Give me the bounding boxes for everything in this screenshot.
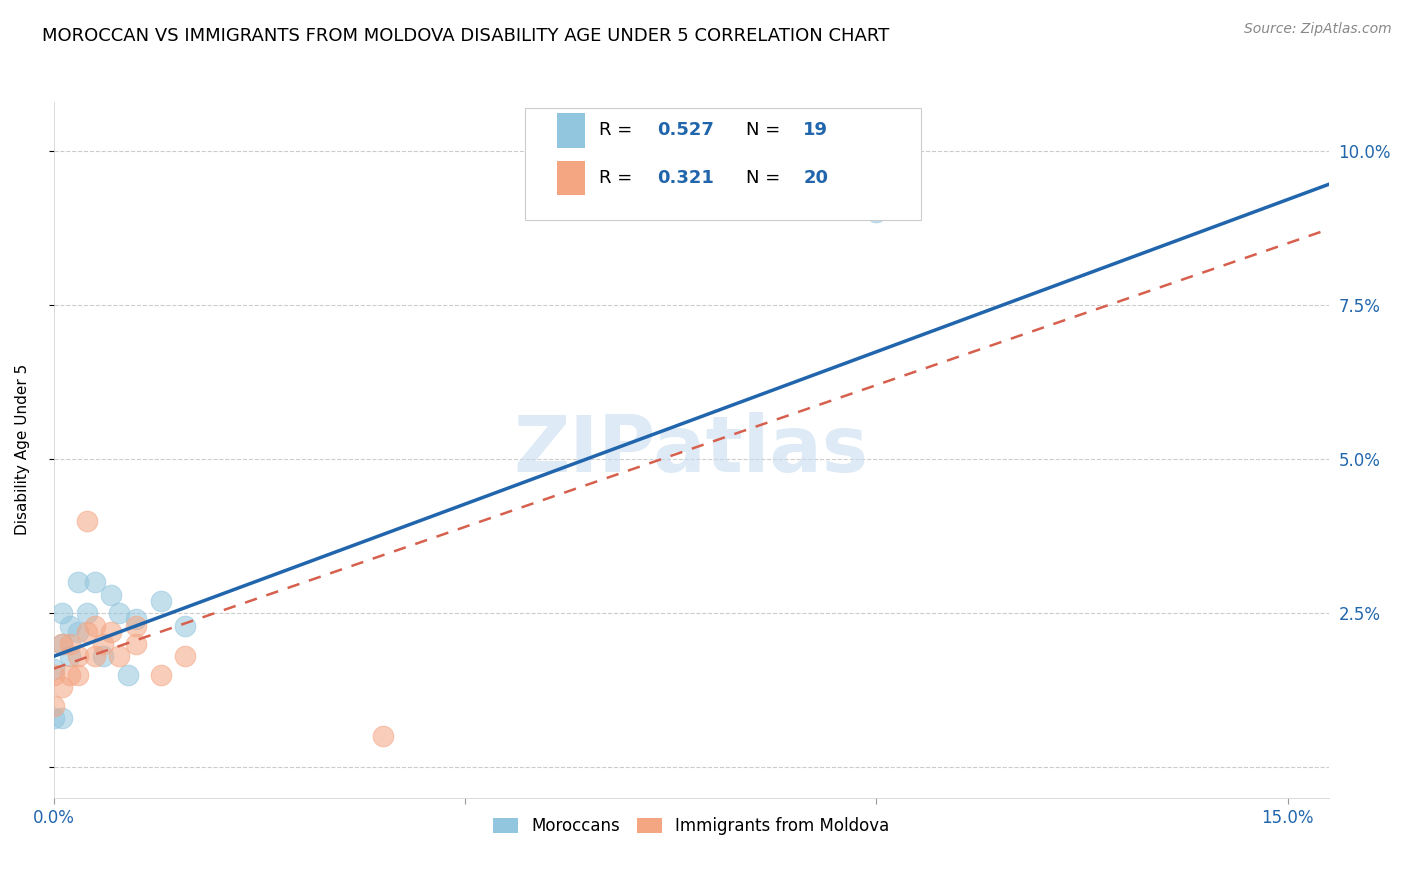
- FancyBboxPatch shape: [557, 112, 585, 148]
- Text: Source: ZipAtlas.com: Source: ZipAtlas.com: [1244, 22, 1392, 37]
- Point: [67, 575, 90, 590]
- Point: [91, 637, 114, 651]
- Point: [51, 606, 73, 620]
- Point: [108, 606, 131, 620]
- Text: R =: R =: [599, 121, 633, 139]
- Point: [59, 637, 82, 651]
- Point: [83, 649, 105, 664]
- Point: [59, 649, 82, 664]
- FancyBboxPatch shape: [557, 161, 585, 195]
- Point: [371, 730, 394, 744]
- Point: [67, 624, 90, 639]
- Point: [51, 637, 73, 651]
- Point: [83, 618, 105, 632]
- Point: [67, 668, 90, 682]
- Point: [125, 637, 148, 651]
- Point: [51, 711, 73, 725]
- Point: [59, 668, 82, 682]
- Point: [76, 606, 98, 620]
- Text: 0.527: 0.527: [657, 121, 714, 139]
- Text: 0.321: 0.321: [657, 169, 714, 187]
- FancyBboxPatch shape: [526, 109, 921, 220]
- Point: [149, 668, 172, 682]
- Point: [91, 649, 114, 664]
- Point: [67, 649, 90, 664]
- Point: [42, 698, 65, 713]
- Y-axis label: Disability Age Under 5: Disability Age Under 5: [15, 364, 30, 535]
- Point: [117, 668, 139, 682]
- Text: MOROCCAN VS IMMIGRANTS FROM MOLDOVA DISABILITY AGE UNDER 5 CORRELATION CHART: MOROCCAN VS IMMIGRANTS FROM MOLDOVA DISA…: [42, 27, 890, 45]
- Text: R =: R =: [599, 169, 633, 187]
- Point: [76, 624, 98, 639]
- Text: N =: N =: [747, 121, 780, 139]
- Point: [174, 618, 197, 632]
- Point: [125, 612, 148, 626]
- Legend: Moroccans, Immigrants from Moldova: Moroccans, Immigrants from Moldova: [486, 811, 896, 842]
- Point: [83, 575, 105, 590]
- Point: [59, 618, 82, 632]
- Text: ZIPatlas: ZIPatlas: [513, 412, 869, 488]
- Point: [42, 711, 65, 725]
- Point: [865, 205, 887, 219]
- Point: [100, 588, 122, 602]
- Point: [42, 662, 65, 676]
- Text: N =: N =: [747, 169, 780, 187]
- Point: [100, 624, 122, 639]
- Point: [51, 637, 73, 651]
- Text: 19: 19: [803, 121, 828, 139]
- Text: 20: 20: [803, 169, 828, 187]
- Point: [76, 514, 98, 528]
- Point: [174, 649, 197, 664]
- Point: [108, 649, 131, 664]
- Point: [149, 594, 172, 608]
- Point: [51, 680, 73, 694]
- Point: [42, 668, 65, 682]
- Point: [125, 618, 148, 632]
